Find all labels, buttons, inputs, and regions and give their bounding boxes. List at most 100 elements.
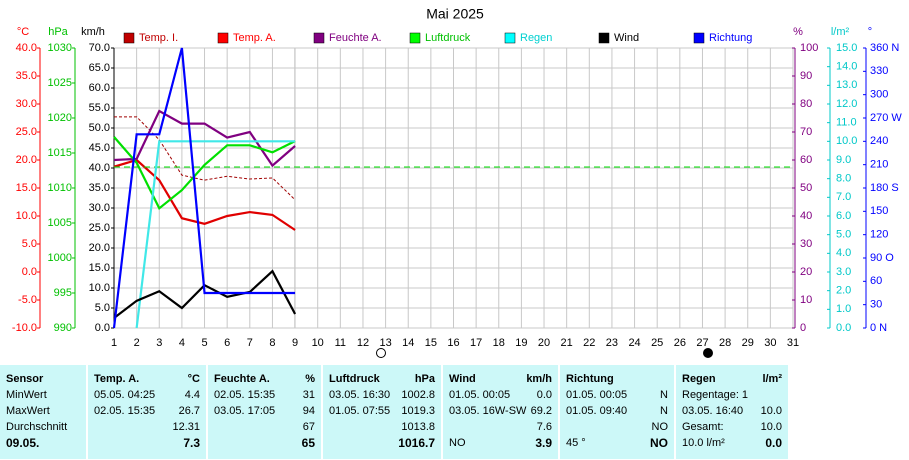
table-column: Feuchte A.% 02.05. 15:35 31 03.05. 17:05 94 6… — [208, 365, 323, 459]
cell-right: 7.6 — [536, 421, 552, 433]
x-tick-label: 19 — [515, 337, 527, 349]
y-tick-label: 14.0 — [836, 61, 857, 73]
table-row: 7.3 — [94, 435, 200, 451]
legend-swatch — [693, 32, 705, 44]
series-line — [113, 109, 296, 168]
x-tick-label: 30 — [764, 337, 776, 349]
legend-label: Wind — [614, 32, 639, 44]
y-tick-label: 270 W — [870, 112, 902, 124]
y-tick-label: 995 — [54, 287, 72, 299]
table-row: MinWert — [6, 387, 80, 403]
x-tick-label: 18 — [493, 337, 505, 349]
y-tick-label: 65.0 — [89, 62, 110, 74]
table-header: Regen l/m² — [682, 371, 782, 387]
cell-left: 45 ° — [566, 437, 586, 449]
table-column: Wind km/h 01.05. 00:05 0.0 03.05. 16W-SW 69.2… — [443, 365, 560, 459]
legend-label: Regen — [520, 32, 552, 44]
series-line — [114, 116, 296, 201]
y-tick-label: 5.0 — [836, 229, 851, 241]
table-column: Richtung 01.05. 00:05 N 01.05. 09:40 N NO 45 °… — [560, 365, 676, 459]
series-line — [113, 136, 296, 211]
y-tick-label: 5.0 — [95, 302, 110, 314]
x-tick-label: 26 — [674, 337, 686, 349]
y-tick-label: 40.0 — [16, 42, 37, 54]
cell-left: 01.05. 00:05 — [449, 389, 511, 401]
table-row: 65 — [214, 435, 315, 451]
cell-right: 65 — [301, 436, 315, 450]
y-tick-label: 100 — [800, 42, 818, 54]
table-row: 01.05. 09:40 N — [566, 403, 668, 419]
x-tick-label: 6 — [224, 337, 230, 349]
cell-right: N — [660, 405, 668, 417]
y-tick-label: 40.0 — [89, 162, 110, 174]
table-row: Regentage: 1 — [682, 387, 782, 403]
table-row: Gesamt: 10.0 — [682, 419, 782, 435]
table-row: 01.05. 07:55 1019.3 — [329, 403, 435, 419]
cell-left: 03.05. 16:30 — [329, 389, 391, 401]
table-row: 7.6 — [449, 419, 552, 435]
table-row: 01.05. 00:05 N — [566, 387, 668, 403]
y-tick-label: 90 O — [870, 252, 894, 264]
cell-right: 67 — [302, 421, 315, 433]
cell-right: 1016.7 — [398, 436, 435, 450]
legend-label: Temp. A. — [233, 32, 276, 44]
y-tick-label: 15.0 — [16, 182, 37, 194]
y-tick-label: 10.0 — [836, 135, 857, 147]
y-tick-label: 50 — [800, 182, 812, 194]
table-row: NO 3.9 — [449, 435, 552, 451]
y-tick-label: 1020 — [48, 112, 72, 124]
y-tick-label: 210 — [870, 159, 888, 171]
legend-swatch — [217, 32, 229, 44]
series-line — [135, 140, 296, 329]
table-column: Temp. A. °C 05.05. 04:25 4.4 02.05. 15:35 26.… — [88, 365, 208, 459]
y-tick-label: 35.0 — [16, 70, 37, 82]
y-tick-label: 0 N — [870, 322, 887, 334]
new-moon-icon — [376, 348, 386, 358]
y-tick-label: 90 — [800, 70, 812, 82]
y-tick-label: 1015 — [48, 147, 72, 159]
cell-left: 10.0 l/m² — [682, 437, 725, 449]
header-label: Temp. A. — [94, 373, 140, 385]
table-header: Temp. A. °C — [94, 371, 200, 387]
series — [112, 47, 793, 329]
x-tick-label: 28 — [719, 337, 731, 349]
y-tick-label: -10.0 — [12, 322, 37, 334]
x-tick-label: 29 — [742, 337, 754, 349]
y-tick-label: 1000 — [48, 252, 72, 264]
cell-left: Durchschnitt — [6, 421, 68, 433]
legend-swatch — [123, 32, 135, 44]
grid — [113, 47, 794, 329]
y-tick-label: 11.0 — [836, 117, 857, 129]
x-tick-label: 16 — [447, 337, 459, 349]
cell-left: NO — [449, 437, 466, 449]
cell-right: 1019.3 — [401, 405, 435, 417]
header-unit: km/h — [526, 373, 552, 385]
y-tick-label: 30.0 — [16, 98, 37, 110]
table-row: 05.05. 04:25 4.4 — [94, 387, 200, 403]
cell-right: 1002.8 — [401, 389, 435, 401]
x-tick-label: 25 — [651, 337, 663, 349]
table-row: 45 ° NO — [566, 435, 668, 451]
y-tick-label: 15.0 — [836, 42, 857, 54]
y-tick-label: 10.0 — [16, 210, 37, 222]
cell-right: NO — [650, 436, 668, 450]
cell-left: 05.05. 04:25 — [94, 389, 156, 401]
y-tick-label: 30 — [870, 299, 882, 311]
table-row: 01.05. 00:05 0.0 — [449, 387, 552, 403]
table-header: Luftdruck hPa — [329, 371, 435, 387]
cell-left: 03.05. 16W-SW — [449, 405, 527, 417]
y-tick-label: 6.0 — [836, 210, 851, 222]
y-tick-label: -5.0 — [18, 294, 37, 306]
table-row: 09.05. — [6, 435, 80, 451]
axis-unit-label: ° — [868, 26, 872, 38]
header-unit: hPa — [414, 373, 435, 385]
y-tick-label: 55.0 — [89, 102, 110, 114]
table-column: Sensor MinWert MaxWert Durchschnitt 09.05. — [0, 365, 88, 459]
y-tick-label: 150 — [870, 205, 888, 217]
y-tick-label: 0 — [800, 322, 806, 334]
table-header: Richtung — [566, 371, 668, 387]
axis-unit-label: hPa — [48, 26, 68, 38]
cell-right: N — [660, 389, 668, 401]
header-label: Richtung — [566, 373, 614, 385]
